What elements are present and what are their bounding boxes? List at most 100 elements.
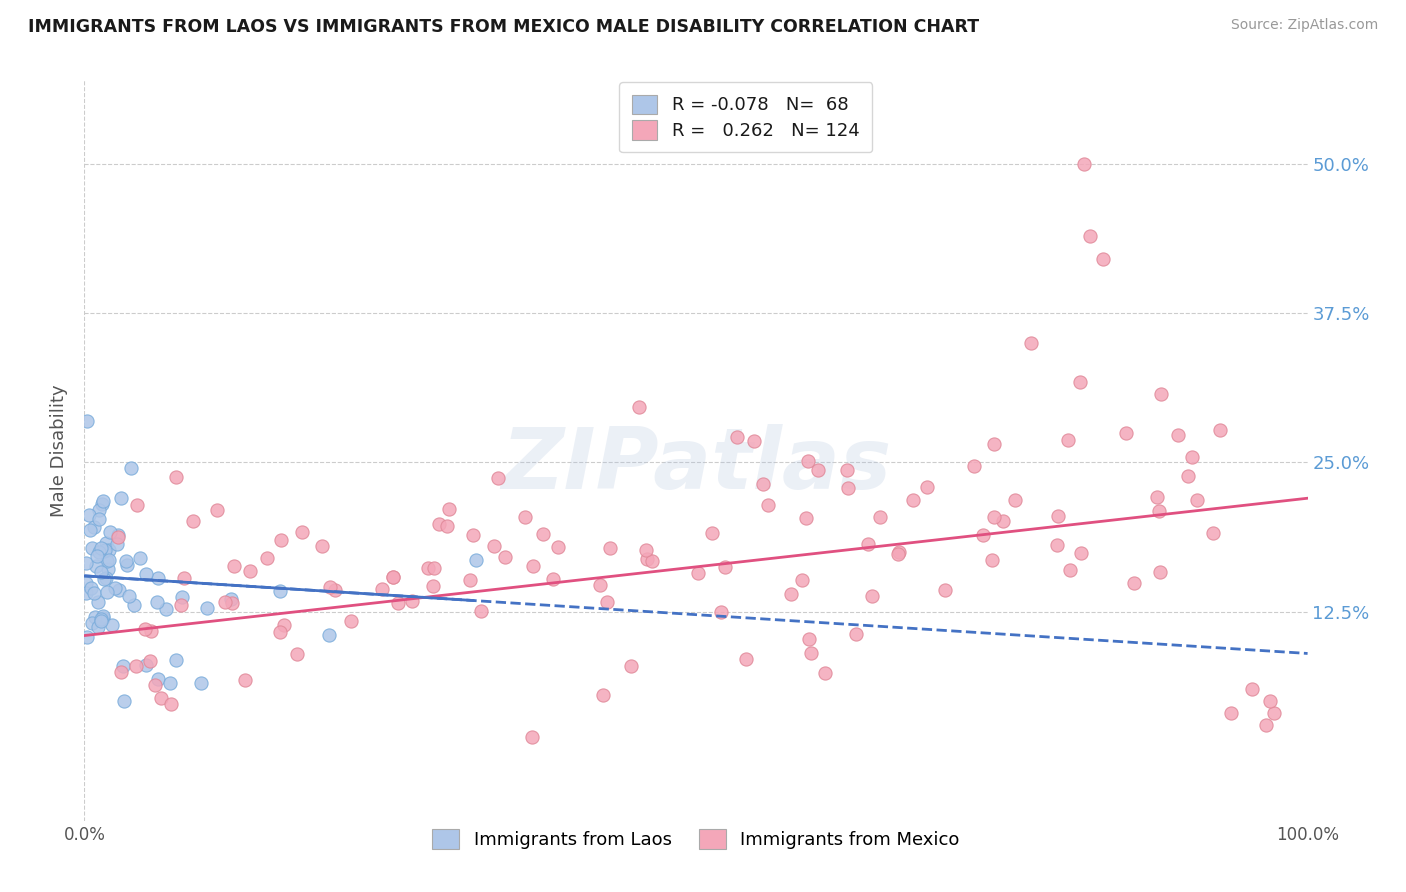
Point xyxy=(531,527,554,541)
Point xyxy=(172,590,194,604)
Point xyxy=(735,652,758,666)
Point xyxy=(1092,252,1115,267)
Point xyxy=(91,497,114,511)
Point xyxy=(758,498,780,512)
Point xyxy=(1177,468,1199,483)
Point xyxy=(75,556,97,570)
Point xyxy=(1147,504,1170,518)
Point xyxy=(494,549,516,564)
Point xyxy=(97,543,120,558)
Point xyxy=(636,543,658,558)
Point xyxy=(1185,492,1208,507)
Point xyxy=(165,470,187,484)
Point xyxy=(1069,375,1091,389)
Point xyxy=(860,589,883,603)
Point xyxy=(744,434,766,449)
Point xyxy=(115,558,138,573)
Point xyxy=(83,610,105,624)
Point xyxy=(75,586,97,600)
Point xyxy=(91,609,114,624)
Text: Source: ZipAtlas.com: Source: ZipAtlas.com xyxy=(1230,18,1378,32)
Point xyxy=(1209,423,1232,437)
Point xyxy=(150,691,173,706)
Point xyxy=(76,630,98,644)
Point xyxy=(513,509,536,524)
Point xyxy=(1115,425,1137,440)
Point xyxy=(1046,508,1069,523)
Point xyxy=(87,545,110,559)
Point xyxy=(464,553,486,567)
Point xyxy=(1057,434,1080,448)
Point xyxy=(725,430,748,444)
Point xyxy=(75,576,97,591)
Point xyxy=(146,673,169,687)
Y-axis label: Male Disability: Male Disability xyxy=(51,384,69,516)
Point xyxy=(143,678,166,692)
Point xyxy=(155,602,177,616)
Point xyxy=(97,562,120,576)
Point xyxy=(159,676,181,690)
Point xyxy=(371,582,394,596)
Point xyxy=(1070,546,1092,560)
Point xyxy=(135,567,157,582)
Point xyxy=(1258,694,1281,708)
Point xyxy=(1219,706,1241,721)
Point xyxy=(90,612,112,626)
Point xyxy=(323,582,346,597)
Point xyxy=(273,617,295,632)
Point xyxy=(311,539,333,553)
Point xyxy=(134,622,156,636)
Point xyxy=(636,552,658,566)
Point xyxy=(790,573,813,587)
Point xyxy=(814,665,837,680)
Point xyxy=(93,544,115,558)
Point xyxy=(752,477,775,491)
Point xyxy=(269,584,291,599)
Point xyxy=(463,528,485,542)
Point xyxy=(1122,575,1144,590)
Point xyxy=(482,539,505,553)
Point xyxy=(797,632,820,646)
Point xyxy=(837,463,859,477)
Point xyxy=(86,549,108,563)
Point xyxy=(1019,336,1042,351)
Point xyxy=(214,595,236,609)
Point xyxy=(129,551,152,566)
Point xyxy=(82,541,104,555)
Point xyxy=(125,658,148,673)
Point xyxy=(239,564,262,578)
Point xyxy=(91,494,114,508)
Point xyxy=(110,665,132,679)
Point xyxy=(387,596,409,610)
Point xyxy=(437,502,460,516)
Point xyxy=(107,528,129,542)
Point xyxy=(90,614,112,628)
Point xyxy=(429,517,451,532)
Point xyxy=(118,589,141,603)
Point xyxy=(1149,387,1171,401)
Point xyxy=(173,571,195,585)
Point xyxy=(1046,538,1069,552)
Point xyxy=(599,541,621,556)
Point xyxy=(96,585,118,599)
Point xyxy=(195,601,218,615)
Point xyxy=(114,553,136,567)
Point xyxy=(83,586,105,600)
Point xyxy=(901,493,924,508)
Point xyxy=(112,694,135,708)
Point xyxy=(486,470,509,484)
Point xyxy=(972,528,994,542)
Point xyxy=(340,614,363,628)
Point xyxy=(589,578,612,592)
Point xyxy=(1181,450,1204,464)
Point xyxy=(522,730,544,744)
Point xyxy=(256,550,278,565)
Point xyxy=(80,616,103,631)
Point xyxy=(700,526,723,541)
Point xyxy=(547,540,569,554)
Point xyxy=(1240,682,1263,697)
Point xyxy=(1004,493,1026,508)
Point xyxy=(112,659,135,673)
Point xyxy=(146,595,169,609)
Point xyxy=(135,658,157,673)
